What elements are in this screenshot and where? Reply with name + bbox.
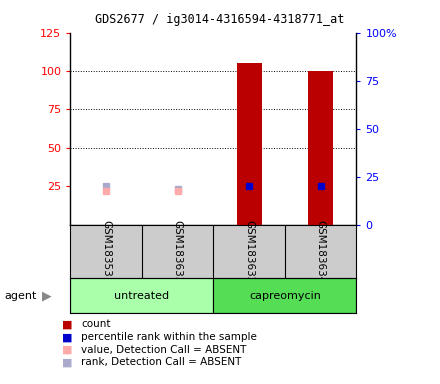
Bar	[308, 71, 333, 225]
Text: GSM183633: GSM183633	[172, 220, 183, 283]
Bar	[70, 278, 213, 313]
Text: ■: ■	[62, 332, 72, 342]
Text: ■: ■	[62, 358, 72, 367]
Bar	[213, 278, 356, 313]
Text: ■: ■	[62, 319, 72, 329]
Text: ▶: ▶	[42, 289, 51, 302]
Text: value, Detection Call = ABSENT: value, Detection Call = ABSENT	[81, 345, 247, 355]
Text: GDS2677 / ig3014-4316594-4318771_at: GDS2677 / ig3014-4316594-4318771_at	[95, 13, 345, 26]
Text: agent: agent	[4, 291, 37, 301]
Text: capreomycin: capreomycin	[249, 291, 321, 301]
Text: ■: ■	[62, 345, 72, 355]
Text: GSM183531: GSM183531	[101, 220, 111, 283]
Bar	[237, 63, 262, 225]
Text: count: count	[81, 319, 111, 329]
Text: untreated: untreated	[114, 291, 169, 301]
Text: percentile rank within the sample: percentile rank within the sample	[81, 332, 257, 342]
Text: rank, Detection Call = ABSENT: rank, Detection Call = ABSENT	[81, 358, 242, 367]
Text: GSM183634: GSM183634	[315, 220, 326, 283]
Text: GSM183632: GSM183632	[244, 220, 254, 283]
